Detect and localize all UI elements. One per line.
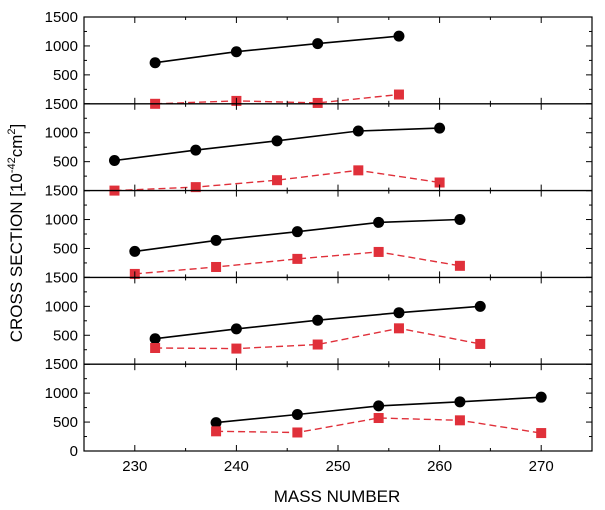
y-tick-label: 1000 [45,212,78,229]
red-square-point [454,415,465,426]
red-square-point [231,343,242,354]
black-solid-series-line [154,35,400,64]
red-square-point [373,246,384,257]
black-circle-point [291,226,303,238]
x-tick-label: 270 [529,458,554,475]
plot-area [108,30,547,439]
red-square-point [292,253,303,264]
black-circle-point [454,396,466,408]
y-tick-label: 500 [53,240,78,257]
black-circle-point [393,307,405,319]
y-tick-label: 1000 [45,298,78,315]
red-square-point [393,323,404,334]
black-circle-point [291,409,303,421]
black-circle-point [149,333,161,345]
black-circle-point [129,245,141,257]
black-circle-point [393,30,405,42]
black-circle-point [352,125,364,137]
black-circle-point [373,400,385,412]
y-tick-label: 1000 [45,385,78,402]
x-tick-label: 250 [325,458,350,475]
black-circle-point [149,57,161,69]
black-circle-point [454,214,466,226]
black-circle-point [230,46,242,58]
y-tick-label: 1500 [45,356,78,373]
panel-1 [149,30,405,109]
y-tick-label: 1000 [45,125,78,142]
red-square-point [373,413,384,424]
y-tick-label: 500 [53,414,78,431]
red-square-point [393,89,404,100]
y-tick-label: 1000 [45,38,78,55]
panel-4 [149,300,486,354]
black-circle-point [210,234,222,246]
panel-5 [210,391,547,439]
red-square-point [434,177,445,188]
black-circle-point [230,323,242,335]
y-tick-label: 500 [53,67,78,84]
black-circle-point [535,391,547,403]
x-tick-label: 240 [224,458,249,475]
black-circle-point [312,38,324,50]
black-circle-point [190,144,202,156]
panel-3 [129,214,466,279]
red-square-point [211,261,222,272]
y-axis-label-unit: cm [7,135,26,158]
red-square-point [312,339,323,350]
y-tick-label: 1500 [45,269,78,286]
y-axis-label-exponent: -42 [6,157,18,173]
red-square-point [353,165,364,176]
red-square-point [475,338,486,349]
x-tick-label: 230 [122,458,147,475]
y-tick-label: 0 [70,443,78,460]
panel-2 [108,122,446,196]
y-axis-label-unit-exponent: 2 [6,128,18,134]
y-axis-label-close: ] [7,124,26,129]
black-circle-point [474,300,486,312]
black-circle-point [312,314,324,326]
red-square-point [272,175,283,186]
red-square-point [312,97,323,108]
y-tick-label: 1500 [45,9,78,26]
black-circle-point [373,216,385,228]
red-square-point [150,342,161,353]
plot-frame [83,16,593,452]
x-axis-label: MASS NUMBER [274,487,401,506]
y-axis-label-main: CROSS SECTION [10 [7,173,26,342]
y-axis-label: CROSS SECTION [10-42cm2] [6,124,26,343]
red-square-point [211,426,222,437]
y-tick-label: 1500 [45,183,78,200]
black-circle-point [210,417,222,429]
x-tick-label: 260 [427,458,452,475]
y-tick-label: 500 [53,154,78,171]
red-dashed-series-line [155,93,400,105]
black-circle-point [271,135,283,147]
axes: 1500 1000 500 1500 1000 500 1500 1000 500 1500 100… [45,9,593,475]
black-circle-point [434,122,446,134]
y-tick-label: 500 [53,327,78,344]
red-square-point [292,427,303,438]
red-square-point [536,428,547,439]
y-tick-label: 1500 [45,96,78,113]
black-circle-point [108,155,120,167]
red-square-point [454,260,465,271]
red-square-point [190,182,201,193]
